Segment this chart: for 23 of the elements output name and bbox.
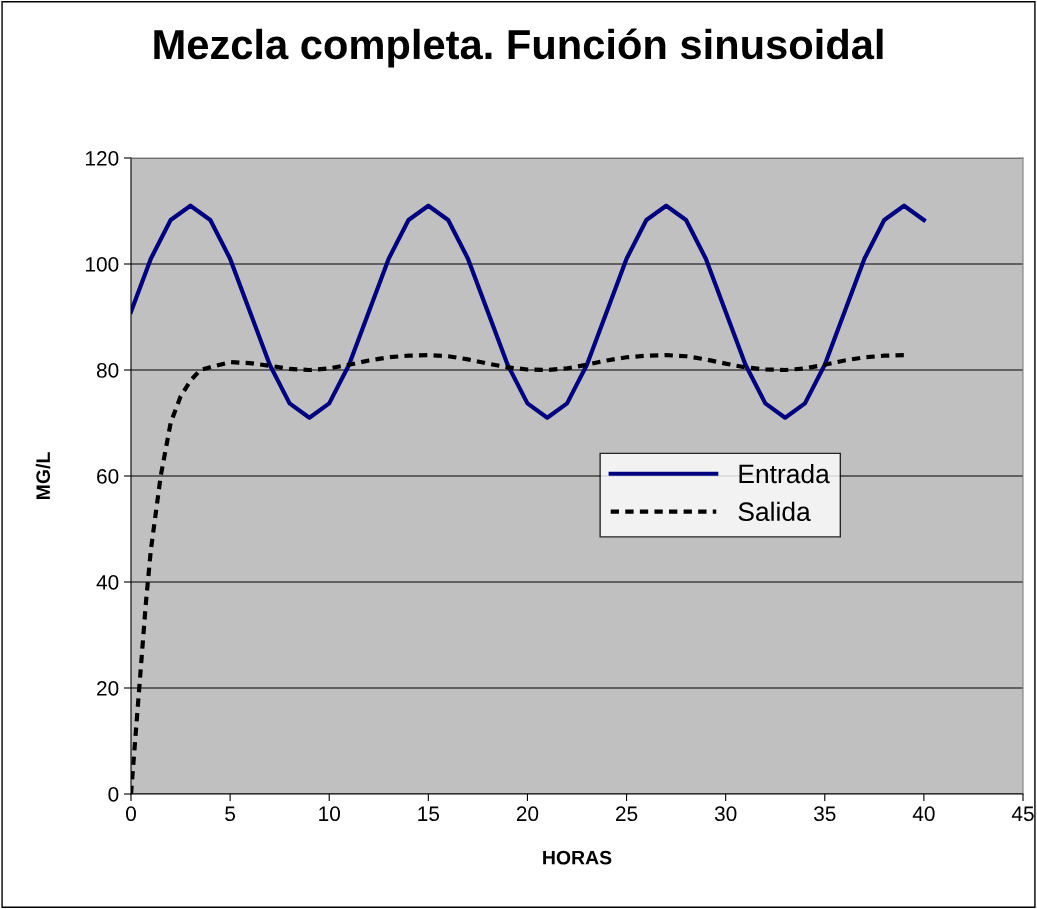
- y-tick-label: 60: [97, 469, 119, 484]
- x-tick-label: 45: [1011, 806, 1034, 822]
- x-tick-label: 15: [418, 806, 440, 822]
- x-axis-title: HORAS: [543, 850, 612, 865]
- x-tick-label: 40: [912, 806, 935, 822]
- x-tick-label: 25: [616, 806, 638, 822]
- y-tick-label: 100: [86, 257, 119, 272]
- legend-label: Salida: [738, 501, 811, 522]
- x-tick-label: 5: [225, 806, 236, 822]
- y-tick-label: 40: [96, 575, 119, 590]
- x-tick-label: 35: [813, 806, 836, 822]
- chart-title: Mezcla completa. Función sinusoidal: [154, 28, 883, 68]
- line-series: [131, 203, 926, 420]
- y-tick-label: 0: [108, 787, 119, 802]
- y-tick-label: 80: [96, 363, 119, 378]
- legend-label: Entrada: [739, 463, 830, 484]
- x-tick-label: 20: [516, 806, 539, 822]
- x-tick-label: 0: [126, 806, 136, 822]
- y-tick-label: 20: [97, 681, 119, 696]
- y-tick-label: 120: [86, 151, 119, 166]
- y-axis-title: MG/L: [35, 452, 51, 499]
- x-tick-label: 10: [319, 806, 340, 822]
- x-tick-label: 30: [714, 806, 737, 822]
